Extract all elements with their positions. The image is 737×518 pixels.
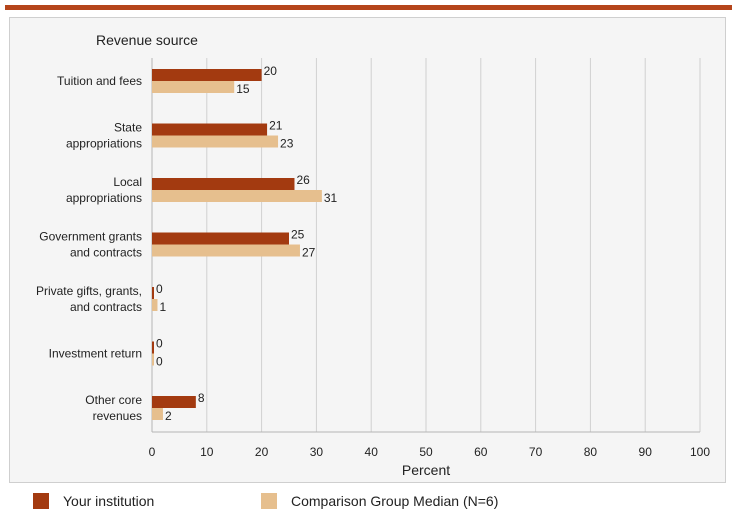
x-tick-label: 90: [639, 445, 653, 459]
x-tick-label: 30: [310, 445, 324, 459]
bar-your-institution: [152, 178, 295, 190]
category-label: Tuition and fees: [57, 74, 142, 88]
category-label: appropriations: [66, 137, 142, 151]
legend-item-comparison-median: Comparison Group Median (N=6): [261, 491, 498, 511]
bar-comparison-median: [152, 408, 163, 420]
bar-your-institution: [152, 69, 262, 81]
category-label: and contracts: [70, 300, 142, 314]
legend-label-comparison-median: Comparison Group Median (N=6): [291, 493, 499, 509]
bar-your-institution: [152, 341, 154, 354]
x-tick-label: 40: [365, 445, 379, 459]
revenue-bar-chart: Tuition and fees State appropriations Local…: [36, 32, 711, 478]
legend: Your institution Comparison Group Median…: [0, 491, 737, 515]
data-label: 0: [156, 337, 163, 351]
category-label: Other core: [85, 393, 142, 407]
data-label: 20: [264, 64, 278, 78]
category-labels: Tuition and fees State appropriations Local…: [36, 74, 142, 423]
x-tick-label: 10: [200, 445, 214, 459]
x-tick-label: 0: [149, 445, 156, 459]
y-axis-title: Revenue source: [96, 32, 198, 48]
bar-your-institution: [152, 232, 289, 245]
data-label: 0: [156, 282, 163, 296]
bar-comparison-median: [152, 81, 235, 93]
x-tick-label: 70: [529, 445, 543, 459]
data-label: 0: [156, 355, 163, 369]
x-axis-title: Percent: [402, 462, 450, 478]
x-tick-label: 20: [255, 445, 269, 459]
category-label: Investment return: [49, 347, 142, 361]
header-accent-bar: [5, 5, 732, 10]
bars: 20 15 21 23 26 31 25 27 0 1 0 0 8 2: [152, 64, 338, 423]
chart-panel: [9, 17, 726, 483]
x-tick-label: 80: [584, 445, 598, 459]
category-label: Private gifts, grants,: [36, 284, 142, 298]
legend-item-your-institution: Your institution: [33, 491, 154, 511]
data-label: 8: [198, 391, 205, 405]
legend-label-your-institution: Your institution: [63, 493, 155, 509]
category-label: Local: [113, 175, 142, 189]
data-label: 2: [165, 409, 172, 423]
x-tick-label: 60: [474, 445, 488, 459]
bar-your-institution: [152, 287, 154, 299]
bar-comparison-median: [152, 353, 154, 366]
data-label: 1: [159, 300, 166, 314]
bar-comparison-median: [152, 190, 322, 202]
x-tick-labels: 0 10 20 30 40 50 60 70 80 90 100: [149, 445, 711, 459]
category-label: revenues: [93, 409, 142, 423]
category-label: and contracts: [70, 246, 142, 260]
category-label: appropriations: [66, 191, 142, 205]
legend-swatch-comparison-median: [261, 493, 277, 509]
data-label: 23: [280, 137, 294, 151]
data-label: 15: [236, 82, 250, 96]
data-label: 25: [291, 228, 305, 242]
x-tick-label: 100: [690, 445, 710, 459]
category-label: State: [114, 121, 142, 135]
data-label: 26: [296, 173, 310, 187]
bar-your-institution: [152, 123, 268, 136]
data-label: 27: [302, 246, 316, 260]
bar-comparison-median: [152, 244, 300, 257]
data-label: 31: [324, 191, 338, 205]
data-label: 21: [269, 119, 283, 133]
category-label: Government grants: [39, 230, 142, 244]
x-tick-label: 50: [419, 445, 433, 459]
legend-swatch-your-institution: [33, 493, 49, 509]
bar-comparison-median: [152, 299, 158, 311]
bar-comparison-median: [152, 135, 279, 148]
bar-your-institution: [152, 396, 196, 408]
